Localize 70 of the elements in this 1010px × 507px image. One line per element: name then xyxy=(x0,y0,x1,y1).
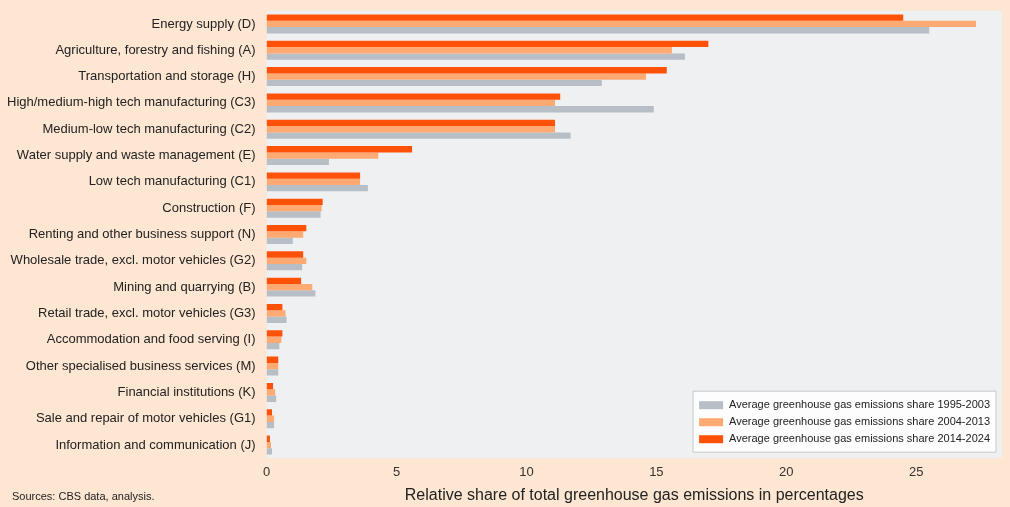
x-tick-label: 0 xyxy=(262,463,271,479)
bar xyxy=(266,283,313,291)
bar xyxy=(266,47,672,54)
bar xyxy=(266,106,654,113)
bar xyxy=(266,198,323,206)
bar xyxy=(266,389,276,396)
bar xyxy=(266,126,556,133)
bar xyxy=(266,67,667,74)
y-tick-label: Water supply and waste management (E) xyxy=(16,147,256,163)
bar xyxy=(266,79,602,87)
bar xyxy=(266,330,283,337)
bar xyxy=(266,251,304,258)
bar xyxy=(266,409,273,416)
bar xyxy=(266,290,316,297)
y-tick-label: Medium-low tech manufacturing (C2) xyxy=(42,120,256,136)
bar xyxy=(266,93,561,100)
bar xyxy=(266,27,930,34)
legend-label: Average greenhouse gas emissions share 2014-2024 xyxy=(729,432,990,445)
y-tick-label: Transportation and storage (H) xyxy=(78,68,256,84)
bar xyxy=(266,158,329,166)
source-note: Sources: CBS data, analysis. xyxy=(12,490,155,502)
bar xyxy=(266,146,413,153)
x-tick-label: 15 xyxy=(649,463,664,479)
bar xyxy=(266,237,293,244)
y-tick-label: Retail trade, excl. motor vehicles (G3) xyxy=(38,305,256,321)
x-axis-title: Relative share of total greenhouse gas emissions in percentages xyxy=(404,485,864,503)
bar xyxy=(266,185,368,192)
bar xyxy=(266,303,283,311)
bar xyxy=(266,225,307,232)
x-tick-label: 10 xyxy=(519,463,534,479)
y-tick-label: Accommodation and food serving (I) xyxy=(46,331,256,347)
y-tick-label: Information and communication (J) xyxy=(55,436,256,452)
bar xyxy=(266,73,646,80)
y-tick-label: Renting and other business support (N) xyxy=(28,226,256,242)
bar xyxy=(266,119,556,127)
bar xyxy=(266,172,361,179)
bar xyxy=(266,20,977,28)
y-tick-label: Energy supply (D) xyxy=(151,15,256,31)
y-tick-label: Low tech manufacturing (C1) xyxy=(88,173,256,189)
y-tick-label: Construction (F) xyxy=(162,199,256,215)
y-tick-label: Other specialised business services (M) xyxy=(25,357,256,373)
bar xyxy=(266,310,286,317)
bar xyxy=(266,342,280,350)
bar xyxy=(266,205,322,212)
legend-label: Average greenhouse gas emissions share 2004-2013 xyxy=(729,415,990,428)
bar xyxy=(266,231,304,238)
x-tick-label: 20 xyxy=(779,463,794,479)
bar xyxy=(266,178,361,186)
bar xyxy=(266,448,273,455)
y-tick-label: High/medium-high tech manufacturing (C3) xyxy=(6,94,256,110)
bar xyxy=(266,369,279,376)
y-tick-label: Financial institutions (K) xyxy=(117,383,256,399)
y-tick-label: Agriculture, forestry and fishing (A) xyxy=(55,41,256,57)
x-tick-label: 25 xyxy=(909,463,924,479)
bar xyxy=(266,99,556,107)
y-tick-label: Sale and repair of motor vehicles (G1) xyxy=(35,410,256,426)
bar xyxy=(266,211,321,218)
y-tick-label: Wholesale trade, excl. motor vehicles (G2) xyxy=(10,252,256,268)
bar xyxy=(266,14,904,21)
x-tick-label: 5 xyxy=(392,463,401,479)
bar xyxy=(266,263,303,271)
bar xyxy=(266,257,307,264)
bar xyxy=(266,316,287,323)
bar xyxy=(266,40,709,48)
bar xyxy=(266,277,302,284)
legend-label: Average greenhouse gas emissions share 1995-2003 xyxy=(729,398,990,411)
bar xyxy=(266,132,571,139)
y-tick-label: Mining and quarrying (B) xyxy=(113,278,256,294)
bar xyxy=(266,152,379,159)
bar xyxy=(266,53,685,60)
